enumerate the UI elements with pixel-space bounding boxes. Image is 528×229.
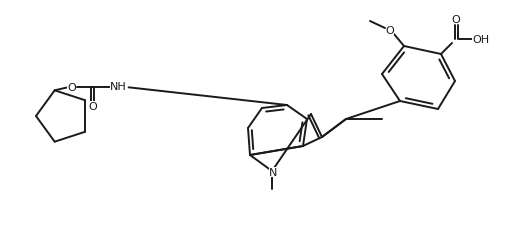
Text: O: O	[67, 83, 76, 93]
Text: N: N	[269, 167, 277, 177]
Text: NH: NH	[110, 82, 127, 92]
Text: O: O	[385, 26, 394, 36]
Text: O: O	[88, 102, 97, 112]
Text: O: O	[451, 15, 460, 25]
Text: OH: OH	[473, 35, 489, 45]
